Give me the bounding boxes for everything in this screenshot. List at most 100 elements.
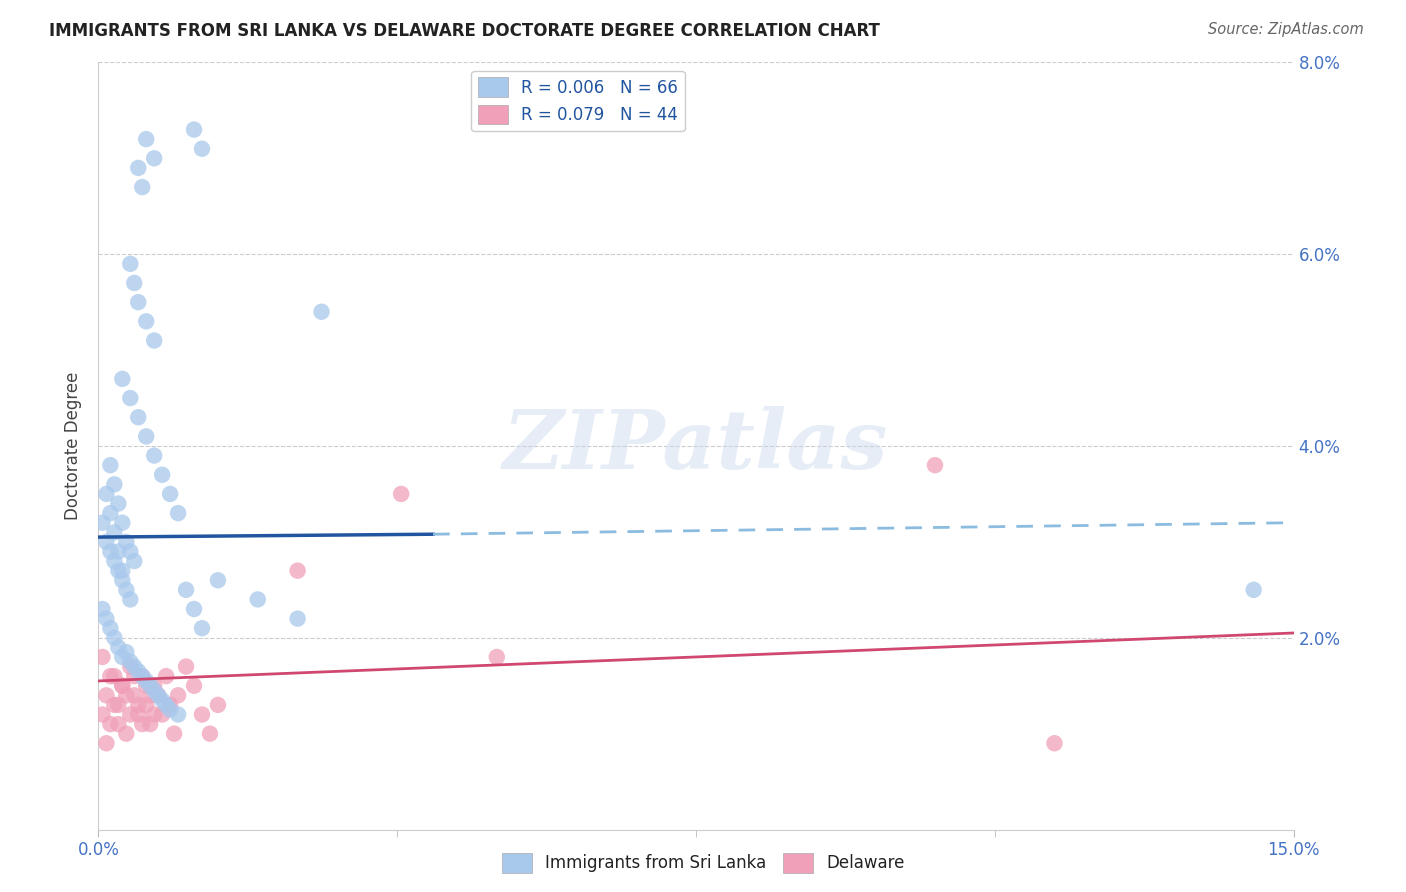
Text: ZIPatlas: ZIPatlas	[503, 406, 889, 486]
Point	[111, 372, 134, 386]
Point	[159, 487, 181, 501]
Point	[191, 142, 214, 156]
Point	[163, 726, 186, 740]
Text: Source: ZipAtlas.com: Source: ZipAtlas.com	[1208, 22, 1364, 37]
Point	[143, 334, 166, 348]
Point	[131, 669, 153, 683]
Point	[107, 496, 129, 510]
Point	[120, 391, 142, 405]
Point	[124, 659, 146, 673]
Point	[120, 659, 142, 673]
Point	[111, 573, 134, 587]
Point	[135, 698, 157, 712]
Point	[107, 640, 129, 655]
Point	[127, 698, 149, 712]
Point	[107, 544, 129, 558]
Point	[124, 276, 146, 290]
Point	[127, 161, 149, 175]
Point	[1043, 736, 1066, 750]
Point	[207, 698, 229, 712]
Point	[120, 592, 142, 607]
Point	[127, 410, 149, 425]
Point	[98, 458, 122, 473]
Point	[124, 669, 146, 683]
Point	[115, 645, 138, 659]
Point	[111, 516, 134, 530]
Point	[135, 429, 157, 443]
Point	[103, 631, 125, 645]
Point	[127, 707, 149, 722]
Point	[120, 257, 142, 271]
Point	[159, 703, 181, 717]
Point	[91, 602, 114, 616]
Legend: Immigrants from Sri Lanka, Delaware: Immigrants from Sri Lanka, Delaware	[495, 847, 911, 880]
Point	[98, 621, 122, 635]
Point	[96, 689, 118, 703]
Point	[127, 295, 149, 310]
Point	[115, 726, 138, 740]
Point	[148, 689, 170, 703]
Point	[183, 122, 205, 136]
Point	[96, 736, 118, 750]
Point	[111, 649, 134, 664]
Point	[167, 689, 190, 703]
Point	[1243, 582, 1265, 597]
Point	[98, 544, 122, 558]
Point	[98, 717, 122, 731]
Point	[924, 458, 946, 473]
Text: IMMIGRANTS FROM SRI LANKA VS DELAWARE DOCTORATE DEGREE CORRELATION CHART: IMMIGRANTS FROM SRI LANKA VS DELAWARE DO…	[49, 22, 880, 40]
Point	[111, 679, 134, 693]
Point	[120, 544, 142, 558]
Point	[174, 659, 197, 673]
Point	[148, 689, 170, 703]
Point	[150, 467, 173, 482]
Point	[111, 564, 134, 578]
Point	[91, 516, 114, 530]
Point	[124, 689, 146, 703]
Point	[174, 582, 197, 597]
Point	[246, 592, 269, 607]
Point	[139, 679, 162, 693]
Point	[143, 449, 166, 463]
Point	[127, 665, 149, 679]
Point	[91, 707, 114, 722]
Point	[98, 669, 122, 683]
Point	[120, 707, 142, 722]
Point	[103, 698, 125, 712]
Point	[143, 707, 166, 722]
Point	[103, 525, 125, 540]
Point	[124, 554, 146, 568]
Point	[115, 534, 138, 549]
Point	[311, 304, 333, 318]
Point	[107, 564, 129, 578]
Point	[91, 649, 114, 664]
Point	[131, 669, 153, 683]
Point	[155, 669, 177, 683]
Point	[135, 673, 157, 688]
Point	[120, 655, 142, 669]
Point	[103, 669, 125, 683]
Point	[131, 180, 153, 194]
Point	[96, 534, 118, 549]
Point	[287, 564, 309, 578]
Point	[98, 506, 122, 520]
Point	[103, 477, 125, 491]
Point	[183, 679, 205, 693]
Y-axis label: Doctorate Degree: Doctorate Degree	[65, 372, 83, 520]
Point	[150, 693, 173, 707]
Point	[115, 689, 138, 703]
Point	[111, 679, 134, 693]
Point	[389, 487, 412, 501]
Point	[135, 132, 157, 146]
Point	[143, 683, 166, 698]
Point	[143, 151, 166, 165]
Point	[167, 506, 190, 520]
Point	[159, 698, 181, 712]
Point	[135, 679, 157, 693]
Point	[107, 698, 129, 712]
Point	[107, 717, 129, 731]
Point	[183, 602, 205, 616]
Point	[485, 649, 508, 664]
Point	[207, 573, 229, 587]
Point	[135, 314, 157, 328]
